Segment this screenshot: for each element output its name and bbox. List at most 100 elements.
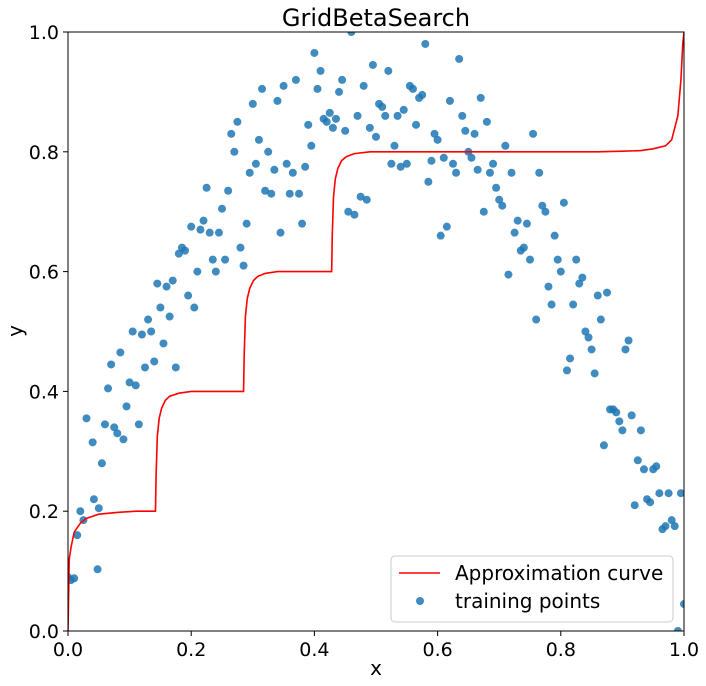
training-point [664,489,673,498]
training-point [107,360,116,369]
training-point [667,516,676,525]
training-point [581,327,590,336]
training-point [174,249,183,258]
training-point [230,147,239,156]
training-point [245,168,254,177]
training-point [396,162,405,171]
training-point [646,498,655,507]
training-point [501,141,510,150]
training-point [156,303,165,312]
training-point [165,312,174,321]
training-point [670,522,679,531]
training-point [104,384,113,393]
training-point [93,565,102,574]
training-point [199,216,208,225]
training-point [350,210,359,219]
training-point [218,204,226,213]
training-point [214,228,223,237]
y-tick-label: 0.6 [29,262,59,284]
x-tick-label: 0.0 [53,639,83,661]
training-point [495,195,504,204]
training-point [359,81,368,90]
line-layer [68,32,684,631]
training-point [211,267,220,276]
training-point [402,159,411,168]
training-point [307,141,316,150]
training-point [313,84,322,93]
plot-frame [67,31,685,632]
training-point [301,162,310,171]
training-point [390,141,399,150]
training-point [113,429,122,438]
training-point [498,201,507,210]
training-point [593,291,602,300]
training-point [470,129,479,138]
training-point [190,303,199,312]
training-point [137,330,146,339]
training-point [372,132,380,141]
training-point [427,156,436,165]
training-point [541,207,550,216]
training-point [282,159,291,168]
training-point [452,168,461,177]
training-point [482,117,491,126]
training-point [187,222,196,231]
training-point [97,459,106,468]
training-point [676,489,684,498]
training-point [184,291,193,300]
training-point [492,183,501,192]
training-point [131,381,140,390]
training-point [304,120,313,129]
training-point [353,111,362,120]
training-point [70,574,79,583]
training-point [261,186,270,195]
training-point [633,456,642,465]
training-point [298,219,307,228]
training-point [368,60,377,69]
training-point [273,96,282,105]
x-tick-label: 1.0 [669,639,699,661]
training-point [100,420,109,429]
training-point [599,441,608,450]
training-point [242,219,251,228]
y-axis: 0.0 0.2 0.4 0.6 0.8 1.0 [29,22,68,643]
training-point [559,198,568,207]
training-point [181,246,190,255]
training-point [341,126,350,135]
chart-title: GridBetaSearch [282,4,470,32]
training-point [661,522,670,531]
training-point [485,168,494,177]
legend-box [390,555,674,623]
training-point [421,39,430,48]
training-point [547,300,556,309]
training-point [264,147,273,156]
training-point [412,120,421,129]
training-point [449,159,457,168]
training-point [258,84,267,93]
y-tick-label: 1.0 [29,22,59,44]
training-point [119,435,128,444]
training-point [624,336,633,345]
training-point [122,402,131,411]
training-point [430,129,439,138]
training-point [76,507,85,516]
training-point [526,255,534,264]
legend-line-label: Approximation curve [455,561,663,585]
training-point [94,504,103,513]
training-point [510,228,519,237]
training-point [627,411,636,420]
legend: Approximation curve training points [390,555,674,623]
training-point [673,627,682,631]
training-point [171,363,180,372]
training-point [295,189,303,198]
training-point [335,87,344,96]
legend-scatter-swatch [416,597,424,605]
training-point [424,177,433,186]
training-point [584,333,593,342]
training-point [276,228,285,237]
training-point [442,222,451,231]
x-tick-label: 0.2 [176,639,206,661]
training-point [291,75,300,84]
training-point [150,357,159,366]
